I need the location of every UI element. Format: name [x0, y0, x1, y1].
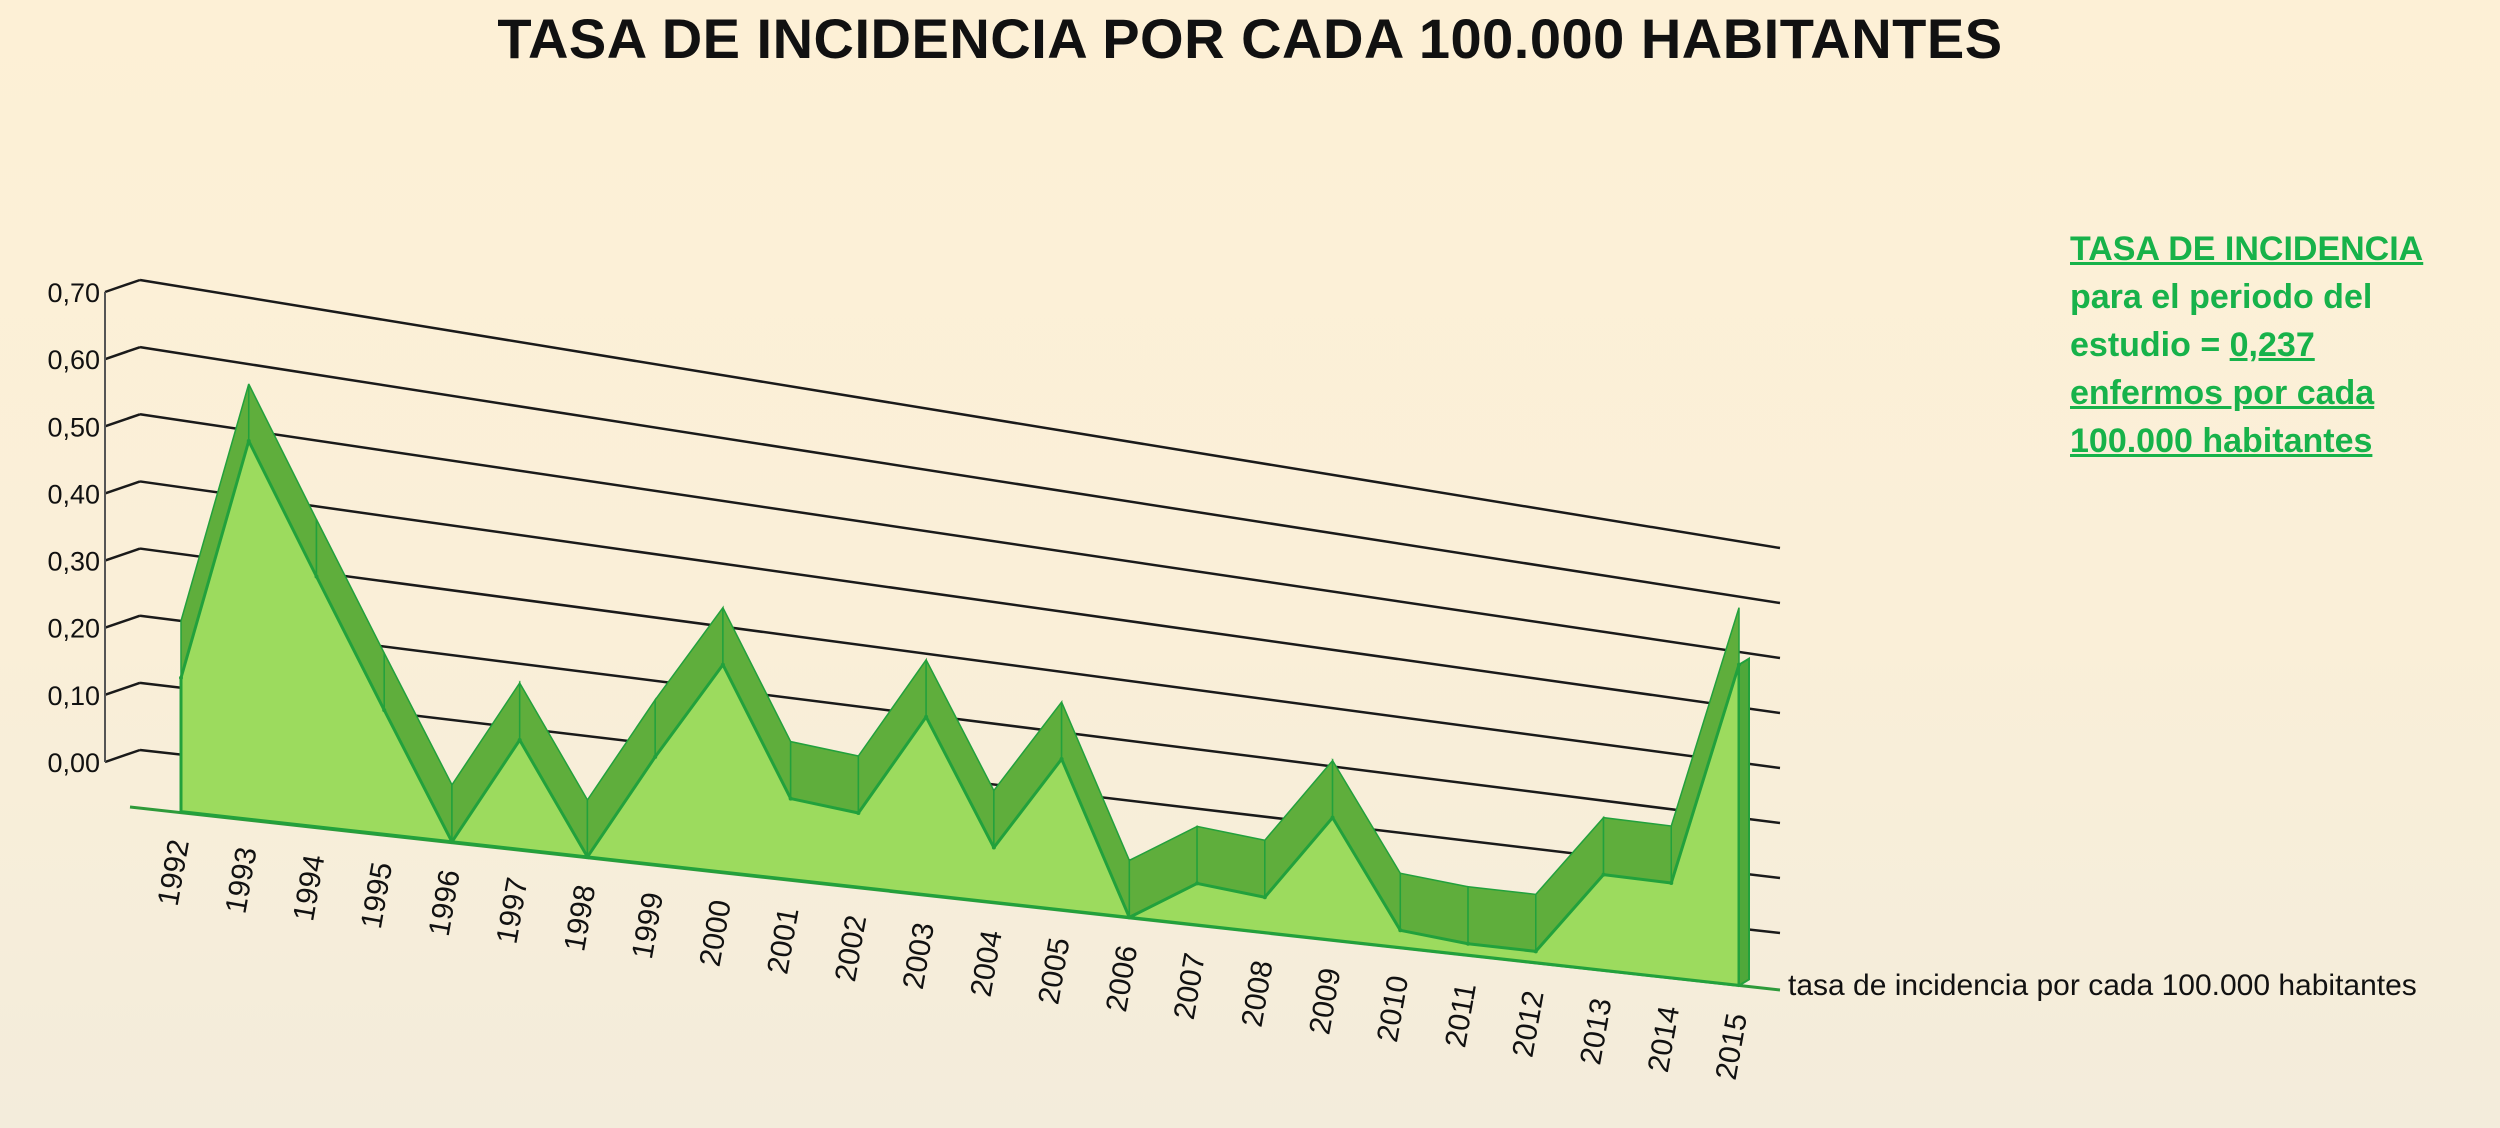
data-point-2014: [1669, 880, 1674, 885]
note-line: estudio = 0,237: [2070, 321, 2490, 369]
y-tick-label: 0,60: [47, 345, 100, 375]
note-heading: TASA DE INCIDENCIA: [2070, 230, 2424, 268]
gridline: [139, 480, 1781, 715]
y-tick-label: 0,70: [47, 278, 100, 308]
note-line: enfermos por cada: [2070, 374, 2375, 412]
data-point-1997: [517, 738, 522, 743]
y-tick-label: 0,40: [47, 479, 100, 509]
data-point-2012: [1533, 949, 1538, 954]
x-tick-label: 2015: [1710, 1011, 1754, 1082]
data-point-1992: [179, 675, 183, 680]
x-tick-label: 2006: [1100, 943, 1144, 1014]
data-point-1999: [653, 754, 658, 759]
data-point-1996: [449, 839, 454, 844]
x-tick-label: 2000: [694, 898, 738, 969]
x-tick-label: 2007: [1168, 950, 1212, 1021]
gridline-side: [104, 614, 141, 629]
y-axis-ticks: 0,00 0,10 0,20 0,30 0,40 0,50 0,60 0,70: [47, 278, 100, 778]
gridline-side: [104, 413, 141, 428]
note-line: para el periodo del: [2070, 278, 2373, 316]
data-point-2000: [720, 662, 725, 667]
data-point-2001: [788, 796, 793, 801]
gridline-side: [104, 748, 141, 764]
data-point-2004: [991, 845, 996, 850]
x-tick-label: 1993: [220, 845, 264, 916]
x-tick-label: 2012: [1507, 988, 1551, 1059]
y-tick-label: 0,00: [47, 748, 100, 778]
note-line: 100.000 habitantes: [2070, 422, 2373, 460]
x-tick-label: 2005: [1032, 935, 1076, 1006]
x-tick-label: 1997: [490, 875, 534, 946]
x-tick-label: 1999: [626, 890, 670, 961]
data-point-1995: [382, 708, 387, 713]
x-tick-label: 2002: [829, 913, 873, 984]
y-tick-label: 0,50: [47, 412, 100, 442]
gridline-side: [104, 278, 141, 294]
data-point-1998: [585, 854, 590, 859]
x-tick-label: 2003: [897, 920, 941, 991]
note-value: 0,237: [2229, 326, 2315, 364]
data-point-2005: [1059, 757, 1064, 762]
chart-title: TASA DE INCIDENCIA POR CADA 100.000 HABI…: [497, 7, 2003, 70]
x-tick-label: 2010: [1371, 973, 1415, 1044]
data-point-2015: [1737, 662, 1741, 667]
area-depth-segment: [1467, 885, 1537, 953]
x-tick-label: 2004: [965, 928, 1009, 999]
data-point-2008: [1262, 895, 1267, 900]
y-tick-label: 0,30: [47, 547, 100, 577]
data-point-2010: [1398, 928, 1403, 933]
x-tick-label: 2009: [1303, 966, 1347, 1037]
gridline-side: [104, 547, 141, 562]
data-point-1994: [314, 574, 319, 579]
gridline: [139, 547, 1781, 770]
y-tick-label: 0,10: [47, 681, 100, 711]
area-series: [179, 383, 1750, 988]
note-line-prefix: estudio =: [2070, 326, 2230, 364]
gridline-side: [104, 681, 141, 697]
gridline: [139, 614, 1781, 825]
x-tick-label: 1995: [355, 860, 399, 931]
gridline-side: [104, 480, 141, 495]
gridline: [139, 278, 1781, 550]
data-point-2011: [1466, 941, 1471, 946]
x-tick-label: 1996: [423, 867, 467, 938]
data-point-2006: [1127, 915, 1132, 920]
data-point-2003: [924, 714, 929, 719]
x-tick-label: 2014: [1642, 1003, 1686, 1074]
data-point-2002: [856, 810, 861, 815]
x-tick-label: 2011: [1439, 981, 1483, 1050]
x-tick-label: 1998: [558, 882, 602, 953]
area-depth-segment: [1602, 816, 1673, 884]
data-point-2013: [1601, 872, 1606, 877]
x-tick-label: 2008: [1236, 958, 1280, 1029]
data-point-2007: [1195, 881, 1200, 886]
data-point-1993: [246, 439, 251, 444]
x-tick-label: 1992: [152, 837, 196, 908]
area-side-edge: [1738, 656, 1750, 988]
x-tick-label: 1994: [287, 852, 331, 923]
data-point-2009: [1330, 815, 1335, 820]
gridline: [139, 413, 1781, 660]
series-label: tasa de incidencia por cada 100.000 habi…: [1788, 969, 2417, 1002]
x-tick-label: 2001: [761, 905, 805, 976]
incidence-note: TASA DE INCIDENCIA para el periodo del e…: [2070, 225, 2490, 465]
y-tick-label: 0,20: [47, 614, 100, 644]
gridline: [139, 345, 1781, 605]
x-tick-label: 2013: [1574, 996, 1618, 1067]
gridline-side: [104, 345, 141, 361]
